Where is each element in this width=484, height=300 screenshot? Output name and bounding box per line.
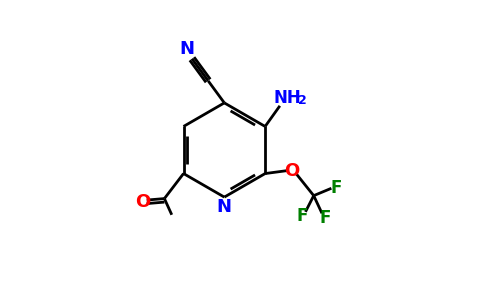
Text: F: F bbox=[330, 179, 342, 197]
Text: N: N bbox=[179, 40, 194, 58]
Text: O: O bbox=[135, 193, 150, 211]
Text: N: N bbox=[217, 198, 232, 216]
Text: F: F bbox=[319, 209, 331, 227]
Text: O: O bbox=[284, 162, 299, 180]
Text: NH: NH bbox=[273, 89, 301, 107]
Text: 2: 2 bbox=[298, 94, 306, 107]
Text: F: F bbox=[297, 207, 308, 225]
